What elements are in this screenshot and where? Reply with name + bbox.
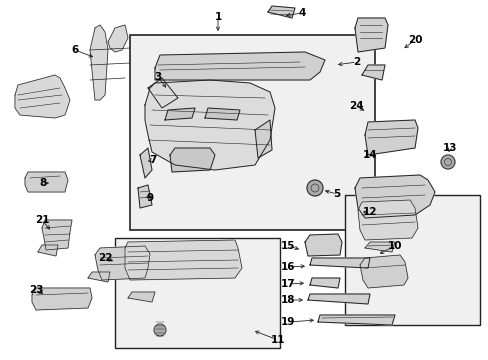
Text: 15: 15 <box>280 241 295 251</box>
Polygon shape <box>309 278 339 288</box>
Polygon shape <box>88 272 110 282</box>
Polygon shape <box>307 294 369 304</box>
Text: 11: 11 <box>270 335 285 345</box>
Polygon shape <box>267 6 294 18</box>
Text: 2: 2 <box>353 57 360 67</box>
Text: 19: 19 <box>280 317 295 327</box>
Bar <box>345 195 479 325</box>
Polygon shape <box>305 234 341 256</box>
Polygon shape <box>138 185 152 208</box>
Text: 3: 3 <box>154 72 162 82</box>
Text: 16: 16 <box>280 262 295 272</box>
Polygon shape <box>15 75 70 118</box>
Text: 5: 5 <box>333 189 340 199</box>
Text: 14: 14 <box>362 150 377 160</box>
Polygon shape <box>90 25 108 100</box>
Text: 6: 6 <box>71 45 79 55</box>
Text: 10: 10 <box>387 241 402 251</box>
Polygon shape <box>170 148 215 172</box>
Polygon shape <box>317 315 394 325</box>
Text: 9: 9 <box>146 193 153 203</box>
Polygon shape <box>25 172 68 192</box>
Polygon shape <box>361 65 384 80</box>
Bar <box>130 35 374 230</box>
Text: 22: 22 <box>98 253 112 263</box>
Circle shape <box>440 155 454 169</box>
Text: 1: 1 <box>214 12 221 22</box>
Text: 17: 17 <box>280 279 295 289</box>
Text: 24: 24 <box>348 101 363 111</box>
Polygon shape <box>357 200 417 240</box>
Circle shape <box>154 324 165 336</box>
Polygon shape <box>354 175 434 218</box>
Polygon shape <box>364 120 417 155</box>
Circle shape <box>306 180 323 196</box>
Polygon shape <box>128 292 155 302</box>
Polygon shape <box>125 240 242 280</box>
Polygon shape <box>32 288 92 310</box>
Bar <box>115 238 280 348</box>
Text: 8: 8 <box>40 178 46 188</box>
Text: 23: 23 <box>29 285 43 295</box>
Polygon shape <box>364 242 394 252</box>
Polygon shape <box>42 220 72 250</box>
Polygon shape <box>309 258 369 268</box>
Polygon shape <box>354 18 387 52</box>
Polygon shape <box>95 246 150 280</box>
Polygon shape <box>155 52 325 80</box>
Polygon shape <box>359 255 407 288</box>
Text: 18: 18 <box>280 295 295 305</box>
Text: 21: 21 <box>35 215 49 225</box>
Polygon shape <box>164 108 195 120</box>
Polygon shape <box>108 25 128 52</box>
Polygon shape <box>148 78 178 108</box>
Text: 12: 12 <box>362 207 376 217</box>
Polygon shape <box>204 108 240 120</box>
Text: 20: 20 <box>407 35 421 45</box>
Polygon shape <box>38 245 58 256</box>
Polygon shape <box>254 120 271 158</box>
Polygon shape <box>140 148 152 178</box>
Text: 13: 13 <box>442 143 456 153</box>
Text: 4: 4 <box>298 8 305 18</box>
Text: 7: 7 <box>149 155 156 165</box>
Polygon shape <box>145 80 274 170</box>
